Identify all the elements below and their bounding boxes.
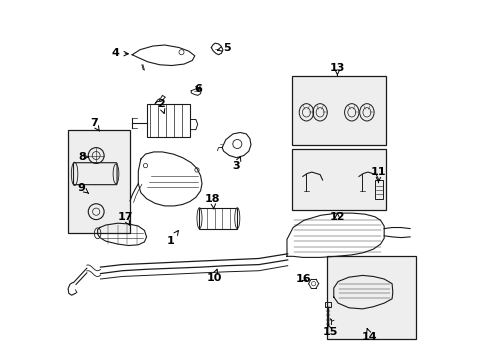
- Text: 10: 10: [206, 269, 221, 283]
- Text: 12: 12: [329, 212, 345, 222]
- Text: 18: 18: [204, 194, 220, 209]
- Text: 15: 15: [322, 324, 337, 337]
- Bar: [374, 180, 383, 199]
- Bar: [199, 208, 237, 229]
- Text: 1: 1: [166, 230, 178, 246]
- Text: 16: 16: [295, 274, 311, 284]
- Bar: [68, 130, 130, 233]
- Text: 8: 8: [78, 152, 88, 162]
- Text: 4: 4: [111, 48, 128, 58]
- Bar: [325, 302, 330, 307]
- Text: 13: 13: [329, 63, 345, 76]
- Text: 14: 14: [361, 328, 377, 342]
- Text: 3: 3: [232, 157, 240, 171]
- Bar: [146, 104, 190, 137]
- Bar: [291, 76, 386, 145]
- Text: 6: 6: [194, 84, 202, 94]
- Bar: [326, 256, 415, 339]
- Text: 2: 2: [157, 99, 164, 113]
- Text: 5: 5: [217, 42, 230, 53]
- Bar: [291, 149, 386, 210]
- Text: 11: 11: [370, 167, 386, 183]
- Text: 7: 7: [90, 118, 99, 131]
- Text: 9: 9: [78, 183, 88, 193]
- Text: 17: 17: [117, 212, 132, 225]
